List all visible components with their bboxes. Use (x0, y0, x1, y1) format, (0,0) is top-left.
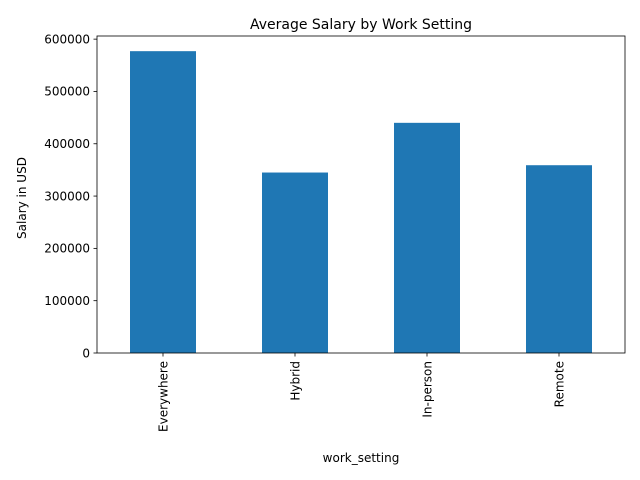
bar-everywhere (130, 51, 196, 354)
y-tick-label: 100000 (44, 294, 90, 308)
bar-remote (526, 165, 592, 353)
bar-in-person (394, 122, 460, 353)
x-axis-label: work_setting (323, 451, 400, 465)
chart-title: Average Salary by Work Setting (250, 17, 472, 33)
x-tick-label: Remote (552, 361, 566, 407)
x-ticks-group: Everywhere Hybrid In-person Remote (156, 353, 566, 432)
y-tick-label: 300000 (44, 189, 90, 203)
y-tick-label: 400000 (44, 137, 90, 151)
axes-group (96, 35, 626, 354)
x-tick-label: In-person (420, 361, 434, 418)
x-tick-label: Hybrid (288, 361, 302, 401)
y-tick-label: 500000 (44, 85, 90, 99)
x-tick-label: Everywhere (156, 361, 170, 432)
y-tick-label: 0 (82, 346, 90, 360)
y-tick-label: 200000 (44, 242, 90, 256)
plot-frame (96, 35, 626, 354)
bars-group (130, 51, 592, 354)
y-ticks-group: 0 100000 200000 300000 400000 500000 600000 (44, 32, 97, 360)
bar-hybrid (262, 172, 328, 353)
y-axis-label: Salary in USD (15, 157, 29, 239)
y-tick-label: 600000 (44, 32, 90, 46)
